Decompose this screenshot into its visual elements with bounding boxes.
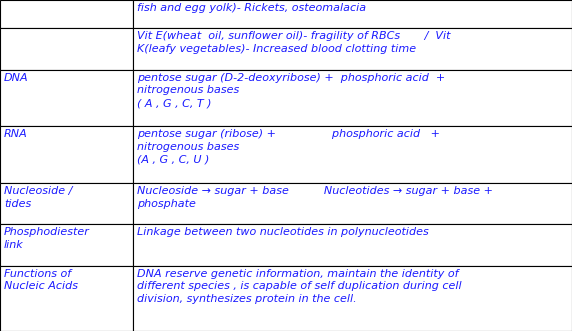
Bar	[133, 28, 572, 70]
Text: pentose sugar (D-2-deoxyribose) +  phosphoric acid  +
nitrogenous bases
( A , G : pentose sugar (D-2-deoxyribose) + phosph…	[137, 73, 445, 108]
Text: Functions of
Nucleic Acids: Functions of Nucleic Acids	[4, 269, 78, 292]
Text: Nucleoside → sugar + base          Nucleotides → sugar + base +
phosphate: Nucleoside → sugar + base Nucleotides → …	[137, 186, 493, 209]
Bar	[133, 126, 572, 183]
Text: Linkage between two nucleotides in polynucleotides: Linkage between two nucleotides in polyn…	[137, 227, 429, 237]
Text: pentose sugar (ribose) +                phosphoric acid   +
nitrogenous bases
(A: pentose sugar (ribose) + phosphoric acid…	[137, 129, 440, 165]
Text: Nucleoside /
tides: Nucleoside / tides	[4, 186, 73, 209]
Text: DNA: DNA	[4, 73, 29, 83]
Text: fish and egg yolk)- Rickets, osteomalacia: fish and egg yolk)- Rickets, osteomalaci…	[137, 3, 366, 13]
Text: RNA: RNA	[4, 129, 28, 139]
Text: DNA reserve genetic information, maintain the identity of
different species , is: DNA reserve genetic information, maintai…	[137, 269, 462, 304]
Bar	[0, 28, 133, 70]
Bar	[133, 70, 572, 126]
Text: Phosphodiester
link: Phosphodiester link	[4, 227, 90, 250]
Bar	[0, 224, 133, 266]
Bar	[133, 183, 572, 224]
Bar	[133, 0, 572, 28]
Bar	[0, 70, 133, 126]
Bar	[0, 126, 133, 183]
Bar	[0, 266, 133, 331]
Bar	[133, 224, 572, 266]
Text: Vit E(wheat  oil, sunflower oil)- fragility of RBCs       /  Vit
K(leafy vegetab: Vit E(wheat oil, sunflower oil)- fragili…	[137, 31, 451, 54]
Bar	[0, 0, 133, 28]
Bar	[0, 183, 133, 224]
Bar	[133, 266, 572, 331]
